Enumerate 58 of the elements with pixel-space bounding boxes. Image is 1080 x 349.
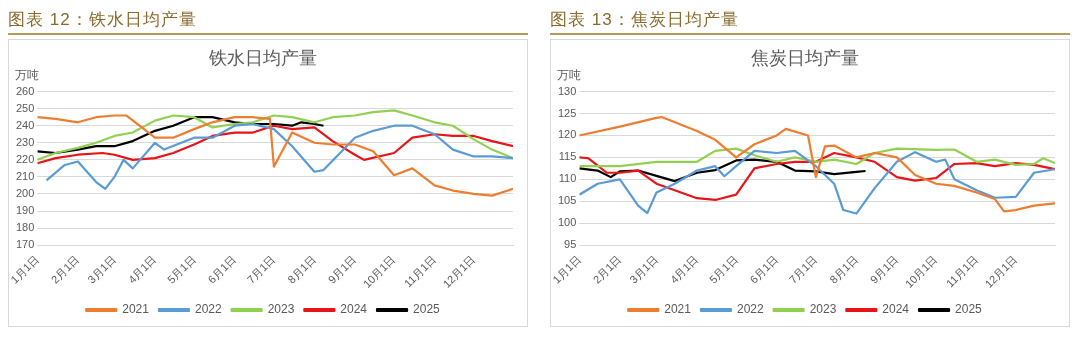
legend-label: 2023 [267,302,295,317]
x-tick-label: 4月1日 [125,252,159,286]
y-tick-label: 130 [557,84,577,97]
y-tick-label: 230 [15,135,35,148]
y-tick-label: 220 [15,152,35,165]
chart-subtitle: 焦炭日均产量 [751,47,859,68]
legend-label: 2024 [340,302,368,317]
x-tick-label: 7月1日 [786,252,820,286]
y-tick-label: 260 [15,84,35,97]
x-tick-label: 3月1日 [627,252,661,286]
x-tick-label: 12月1日 [440,252,478,290]
legend-label: 2021 [122,302,150,317]
x-tick-label: 10月1日 [902,252,940,290]
x-tick-label: 5月1日 [165,252,198,286]
legend-label: 2022 [736,302,764,317]
legend-label: 2024 [882,302,910,317]
x-tick-label: 2月1日 [48,252,82,286]
x-tick-label: 1月1日 [550,252,583,286]
y-tick-label: 200 [15,186,35,199]
x-tick-label: 6月1日 [205,252,239,286]
x-tick-label: 12月1日 [982,252,1020,290]
x-tick-label: 11月1日 [401,252,439,290]
legend-label: 2022 [194,302,222,317]
x-tick-label: 8月1日 [827,252,860,286]
x-tick-label: 8月1日 [285,252,318,286]
chart-title: 图表 12：铁水日均产量 [8,8,528,35]
x-tick-label: 6月1日 [747,252,781,286]
y-tick-label: 115 [558,150,577,163]
y-tick-label: 240 [15,118,35,131]
chart-title: 图表 13：焦炭日均产量 [550,8,1070,35]
legend-label: 2025 [413,302,441,317]
x-tick-label: 9月1日 [867,252,901,286]
x-tick-label: 9月1日 [325,252,359,286]
legend-label: 2021 [664,302,692,317]
legend-label: 2023 [809,302,837,317]
y-tick-label: 170 [15,238,35,251]
x-tick-label: 3月1日 [85,252,119,286]
y-tick-label: 105 [557,194,577,207]
y-tick-label: 120 [557,128,577,141]
y-tick-label: 250 [15,101,35,114]
x-tick-label: 11月1日 [943,252,981,290]
x-tick-label: 7月1日 [244,252,278,286]
y-tick-label: 95 [564,238,577,251]
y-tick-label: 210 [15,169,35,182]
x-tick-label: 1月1日 [8,252,41,286]
y-tick-label: 100 [557,216,577,229]
y-tick-label: 125 [557,106,577,119]
y-tick-label: 110 [558,172,577,185]
y-axis-title: 万吨 [15,67,39,82]
x-tick-label: 2月1日 [590,252,624,286]
y-tick-label: 190 [15,204,35,217]
legend-label: 2025 [955,302,983,317]
y-axis-title: 万吨 [557,67,581,82]
chart-subtitle: 铁水日均产量 [208,47,317,68]
x-tick-label: 4月1日 [667,252,701,286]
x-tick-label: 5月1日 [707,252,740,286]
y-tick-label: 180 [15,221,35,234]
x-tick-label: 10月1日 [360,252,398,290]
